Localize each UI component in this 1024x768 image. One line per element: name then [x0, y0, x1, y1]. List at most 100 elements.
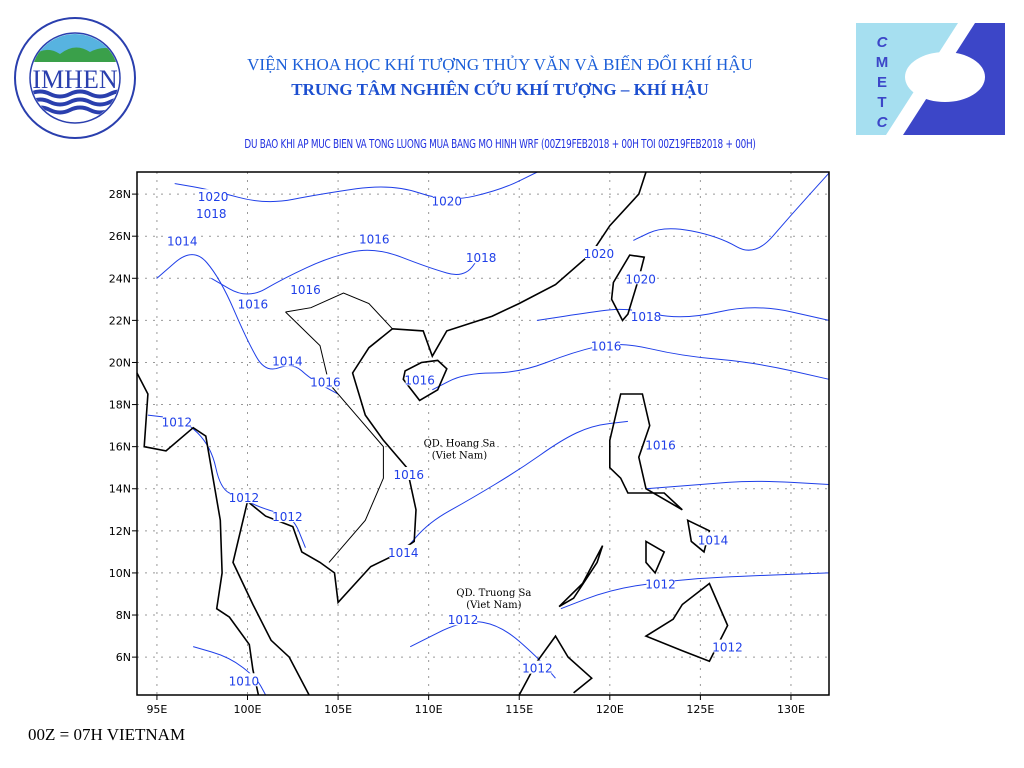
isobar-1016-north [431, 344, 830, 391]
cmetc-letter: E [877, 74, 887, 91]
lon-tick-label: 100E [234, 703, 262, 716]
lat-tick-label: 8N [116, 609, 131, 622]
mindanao-coastline [644, 582, 729, 663]
isobar-label-bg [273, 353, 302, 367]
isobar-label-bg [162, 414, 191, 428]
isobar-label-bg [394, 467, 423, 481]
isobar-1016-land [211, 249, 484, 295]
isobar-label-bg [273, 509, 302, 523]
palawan-coastline [558, 545, 604, 608]
lon-tick-label: 125E [686, 703, 714, 716]
cmetc-letter: C [877, 34, 889, 51]
isobar-label: 1016 [238, 298, 269, 312]
lat-tick-label: 10N [109, 567, 131, 580]
lon-tick-label: 120E [596, 703, 624, 716]
lat-tick-label: 6N [116, 651, 131, 664]
isobar-label-bg [405, 372, 434, 386]
institute-title: VIỆN KHOA HỌC KHÍ TƯỢNG THỦY VĂN VÀ BIẾN… [247, 55, 753, 74]
isobar-label: 1018 [631, 310, 662, 324]
isobar-label-bg [229, 673, 258, 687]
isobar-label-bg [199, 189, 228, 203]
cmetc-letter: M [876, 54, 889, 71]
hainan-coastline [402, 359, 448, 402]
lon-tick-label: 115E [505, 703, 533, 716]
isobar-label: 1020 [198, 190, 229, 204]
isobar-label-bg [523, 660, 552, 674]
isobar-label: 1020 [431, 194, 462, 208]
isobar-1018 [536, 307, 830, 321]
isobar-label: 1012 [229, 491, 260, 505]
lat-tick-label: 28N [109, 188, 131, 201]
isobar-1012-east [560, 572, 830, 610]
isobar-label-bg [238, 296, 267, 310]
isobar-label-bg [311, 374, 340, 388]
timezone-note: 00Z = 07H VIETNAM [28, 725, 186, 744]
isobar-label-bg [626, 271, 655, 285]
isobar-label-bg [699, 532, 728, 546]
lat-tick-label: 14N [109, 483, 131, 496]
isobar-label-bg [592, 338, 621, 352]
map-frame [136, 171, 830, 696]
isobar-label: 1016 [591, 340, 622, 354]
china-vietnam-border [285, 292, 393, 330]
isobar-label: 1012 [712, 641, 743, 655]
isobar-label: 1016 [404, 373, 435, 387]
isobar-label: 1016 [393, 468, 424, 482]
lat-tick-label: 18N [109, 399, 131, 412]
isobar-label-bg [168, 233, 197, 247]
isobar-label-bg [291, 281, 320, 295]
isobar-label: 1014 [698, 533, 729, 547]
archipelago-country-label: (Viet Nam) [466, 600, 521, 611]
isobar-label-bg [632, 309, 661, 323]
isobar-label: 1012 [522, 662, 553, 676]
isobar-label-bg [584, 246, 613, 260]
archipelago-label: QD. Truong Sa [456, 588, 531, 599]
cmetc-letter: C [877, 114, 889, 131]
luzon-coastline [609, 393, 683, 511]
mainland-coastline [232, 171, 647, 696]
isobar-label: 1012 [272, 510, 303, 524]
panay-coastline [645, 540, 666, 575]
isobar-label: 1020 [625, 272, 656, 286]
isobar-label-bg [432, 193, 461, 207]
vietnam-west-border [285, 311, 384, 563]
isobar-label-bg [229, 490, 258, 504]
isobar-label: 1016 [310, 375, 341, 389]
lat-tick-label: 16N [109, 441, 131, 454]
isobar-1014-west [156, 254, 339, 395]
isobar-label: 1020 [584, 247, 615, 261]
isobar-label: 1018 [196, 207, 227, 221]
isobar-label-bg [197, 206, 226, 220]
isobar-label-bg [467, 250, 496, 264]
lon-tick-label: 95E [146, 703, 167, 716]
imhen-logo-text: IMHEN [32, 65, 117, 94]
isobar-label: 1012 [162, 415, 193, 429]
isobar-label: 1012 [448, 613, 479, 627]
lat-tick-label: 22N [109, 314, 131, 327]
isobar-1020-east [633, 172, 830, 251]
lon-tick-label: 105E [324, 703, 352, 716]
isobar-1012-south [410, 621, 556, 679]
malay-west-coastline [136, 372, 260, 696]
samar-coastline [686, 518, 711, 554]
isobar-1014-east [645, 480, 830, 490]
isobar-label-bg [389, 544, 418, 558]
center-title: TRUNG TÂM NGHIÊN CỨU KHÍ TƯỢNG – KHÍ HẬU [291, 80, 709, 99]
isobar-label-bg [360, 231, 389, 245]
isobar-1016-sea [402, 420, 628, 553]
map-subtitle: DU BAO KHI AP MUC BIEN VA TONG LUONG MUA… [244, 137, 756, 151]
isobar-label: 1016 [359, 232, 390, 246]
isobar-label-bg [713, 639, 742, 653]
isobar-label-bg [646, 437, 675, 451]
isobar-label: 1012 [645, 577, 676, 591]
isobar-label: 1018 [466, 251, 497, 265]
lat-tick-label: 12N [109, 525, 131, 538]
taiwan-coastline [610, 254, 646, 322]
imhen-logo: IMHEN [14, 17, 136, 139]
cmetc-letter: T [877, 94, 886, 111]
archipelago-country-label: (Viet Nam) [432, 451, 487, 462]
isobar-label-bg [449, 612, 478, 626]
archipelago-label: QD. Hoang Sa [424, 439, 496, 450]
